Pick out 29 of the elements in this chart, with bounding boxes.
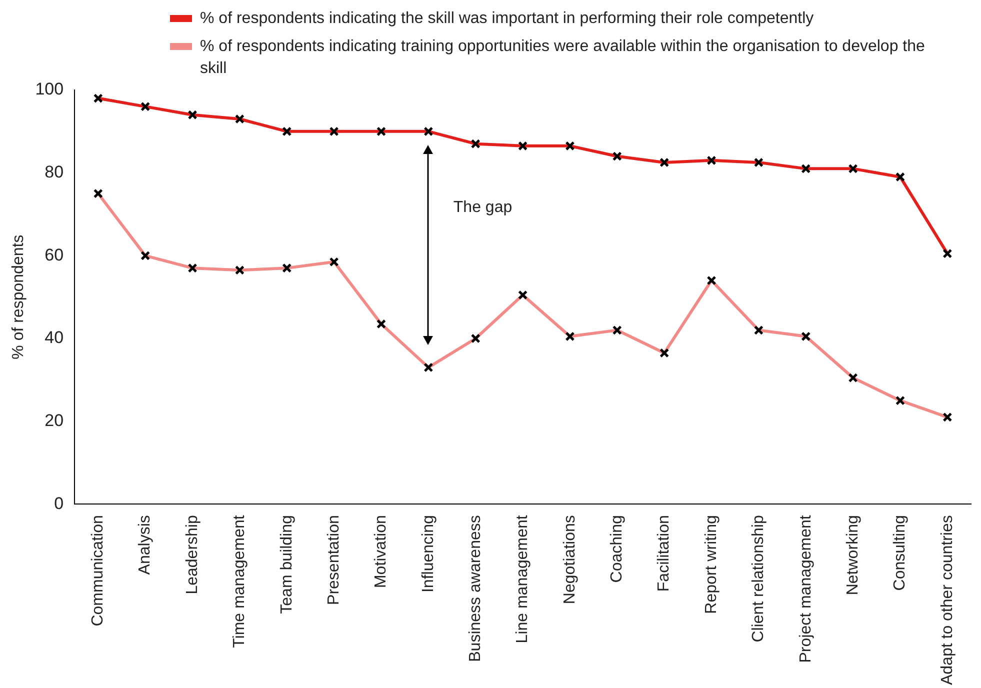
y-tick-label: 80: [44, 162, 64, 182]
x-tick-label: Line management: [514, 514, 532, 644]
y-tick-label: 20: [44, 410, 64, 430]
x-tick-label: Leadership: [184, 515, 201, 594]
y-axis-title: % of respondents: [10, 234, 28, 360]
x-tick-label: Communication: [90, 515, 107, 626]
x-tick-label: Influencing: [420, 515, 437, 593]
x-tick-label: Motivation: [372, 515, 390, 588]
x-tick-label: Business awareness: [467, 515, 484, 662]
x-tick-label: Facilitation: [656, 515, 673, 592]
x-tick-label: Presentation: [325, 515, 342, 605]
x-tick-label: Negotiations: [561, 515, 578, 604]
x-tick-label: Networking: [844, 515, 862, 596]
legend-label: % of respondents indicating the skill was important in performing their role competently: [200, 9, 814, 29]
x-tick-label: Analysis: [136, 515, 154, 575]
x-tick-label: Consulting: [892, 515, 909, 591]
x-tick-label: Adapt to other countries: [938, 515, 956, 686]
x-tick-label: Client relationship: [750, 515, 768, 642]
x-tick-label: Report writing: [702, 515, 720, 614]
y-tick-label: 0: [54, 494, 64, 513]
annotation: The gap: [453, 199, 512, 218]
y-tick-label: 60: [44, 245, 64, 264]
y-tick-label: 100: [35, 80, 64, 99]
y-tick-label: 40: [44, 328, 64, 348]
x-tick-label: Time management: [231, 514, 248, 648]
legend-label: % of respondents indicating training opportunities were available within the organisation to develop the skill: [200, 37, 926, 79]
x-tick-label: Team building: [278, 515, 296, 614]
x-tick-label: Project management: [797, 514, 814, 663]
x-tick-label: Coaching: [608, 515, 626, 583]
